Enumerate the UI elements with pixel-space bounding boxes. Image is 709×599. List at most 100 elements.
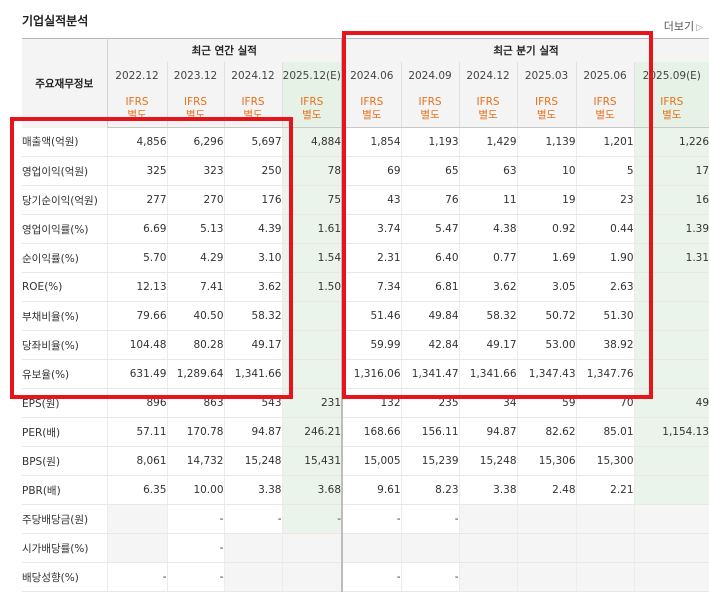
table-cell: 0.92 — [516, 214, 577, 244]
table-cell: 1.31 — [633, 243, 709, 273]
ifrs-label: IFRS 별도 — [341, 90, 402, 128]
table-cell — [516, 562, 577, 592]
table-cell: 250 — [223, 156, 282, 186]
table-cell: 1,429 — [458, 127, 518, 157]
table-cell: 896 — [106, 388, 167, 418]
table-cell: - — [106, 562, 167, 592]
period-header-row: 2022.12 2023.12 2024.12 2025.12(E) 2024.06 20… — [22, 62, 709, 90]
table-cell: 5.70 — [106, 243, 167, 273]
table-cell — [633, 446, 709, 476]
period-header: 2022.12 — [106, 62, 167, 90]
table-row: 순이익률(%) 5.70 4.29 3.10 1.54 2.31 6.40 0.77 1.69 1… — [22, 243, 709, 273]
table-row: EPS(원) 896 863 543 231 132 235 34 59 70 49 — [22, 388, 709, 418]
table-cell: 3.74 — [341, 214, 402, 244]
table-cell: 3.62 — [223, 272, 282, 302]
table-cell: 15,005 — [341, 446, 402, 476]
table-row: 매출액(억원) 4,856 6,296 5,697 4,884 1,854 1,193 1,4… — [22, 127, 709, 157]
table-cell — [458, 562, 518, 592]
table-cell: 246.21 — [281, 417, 344, 447]
quarter-group-header: 최근 분기 실적 — [342, 38, 709, 62]
table-cell: 9.61 — [341, 475, 402, 505]
ifrs-label: IFRS 별도 — [166, 90, 224, 128]
table-cell: 863 — [166, 388, 224, 418]
table-cell — [106, 504, 167, 534]
table-cell — [281, 533, 344, 563]
table-cell: 156.11 — [400, 417, 460, 447]
table-cell — [633, 359, 709, 389]
table-cell — [281, 359, 344, 389]
row-label: 배당성향(%) — [22, 562, 107, 592]
table-cell: 53.00 — [516, 330, 577, 360]
table-cell — [223, 533, 282, 563]
table-cell: 270 — [166, 185, 224, 215]
table-row: ROE(%) 12.13 7.41 3.62 1.50 7.34 6.81 3.62 3.05 2… — [22, 272, 709, 302]
period-header: 2023.12 — [166, 62, 224, 90]
table-cell: 277 — [106, 185, 167, 215]
table-cell: 15,239 — [400, 446, 460, 476]
table-cell — [633, 475, 709, 505]
table-cell: 75 — [281, 185, 344, 215]
period-header: 2024.12 — [223, 62, 282, 90]
table-row: 당좌비율(%) 104.48 80.28 49.17 59.99 42.84 49.17 53… — [22, 330, 709, 360]
table-cell: 42.84 — [400, 330, 460, 360]
period-header: 2024.06 — [341, 62, 402, 90]
table-cell: 1,201 — [575, 127, 635, 157]
table-cell: - — [400, 562, 460, 592]
table-cell: 65 — [400, 156, 460, 186]
table-cell: 10 — [516, 156, 577, 186]
table-cell: 1,139 — [516, 127, 577, 157]
table-cell: 49.84 — [400, 301, 460, 331]
table-cell: 176 — [223, 185, 282, 215]
table-cell: 0.77 — [458, 243, 518, 273]
table-cell: 1,289.64 — [166, 359, 224, 389]
row-label: 영업이익(억원) — [22, 156, 107, 186]
table-cell: 543 — [223, 388, 282, 418]
table-cell: 5 — [575, 156, 635, 186]
table-cell: 132 — [341, 388, 402, 418]
ifrs-label: IFRS 별도 — [516, 90, 577, 128]
table-cell: 6,296 — [166, 127, 224, 157]
table-cell: 43 — [341, 185, 402, 215]
row-label: 시가배당률(%) — [22, 533, 107, 563]
table-cell: 82.62 — [516, 417, 577, 447]
table-cell — [633, 330, 709, 360]
table-cell: 6.35 — [106, 475, 167, 505]
section-title: 기업실적분석 — [22, 14, 89, 28]
table-cell: 23 — [575, 185, 635, 215]
table-cell: 2.63 — [575, 272, 635, 302]
ifrs-label: IFRS 별도 — [458, 90, 518, 128]
table-cell: 231 — [281, 388, 344, 418]
table-cell: - — [166, 533, 224, 563]
table-cell: 51.46 — [341, 301, 402, 331]
table-cell — [281, 301, 344, 331]
table-cell: 14,732 — [166, 446, 224, 476]
table-cell: 4.38 — [458, 214, 518, 244]
table-cell: 58.32 — [458, 301, 518, 331]
table-cell: 1.90 — [575, 243, 635, 273]
table-cell — [633, 301, 709, 331]
row-label: BPS(원) — [22, 446, 107, 476]
table-cell: 15,248 — [223, 446, 282, 476]
table-cell: 51.30 — [575, 301, 635, 331]
table-cell: 85.01 — [575, 417, 635, 447]
more-link[interactable]: 더보기 ▷ — [664, 18, 703, 34]
table-cell: 15,248 — [458, 446, 518, 476]
table-row: 배당성향(%) - - - - — [22, 562, 709, 592]
table-cell: 17 — [633, 156, 709, 186]
table-cell: 1,226 — [633, 127, 709, 157]
table-cell: - — [166, 562, 224, 592]
table-cell: 4,856 — [106, 127, 167, 157]
table-cell — [575, 533, 635, 563]
table-cell: 631.49 — [106, 359, 167, 389]
table-cell — [516, 533, 577, 563]
table-cell: 5,697 — [223, 127, 282, 157]
ifrs-label: IFRS 별도 — [223, 90, 282, 128]
table-cell: 3.05 — [516, 272, 577, 302]
table-cell: 5.47 — [400, 214, 460, 244]
row-label: EPS(원) — [22, 388, 107, 418]
ifrs-label: IFRS 별도 — [400, 90, 460, 128]
table-cell: 63 — [458, 156, 518, 186]
table-cell: 235 — [400, 388, 460, 418]
table-cell: 1,193 — [400, 127, 460, 157]
chevron-right-icon: ▷ — [696, 23, 703, 33]
